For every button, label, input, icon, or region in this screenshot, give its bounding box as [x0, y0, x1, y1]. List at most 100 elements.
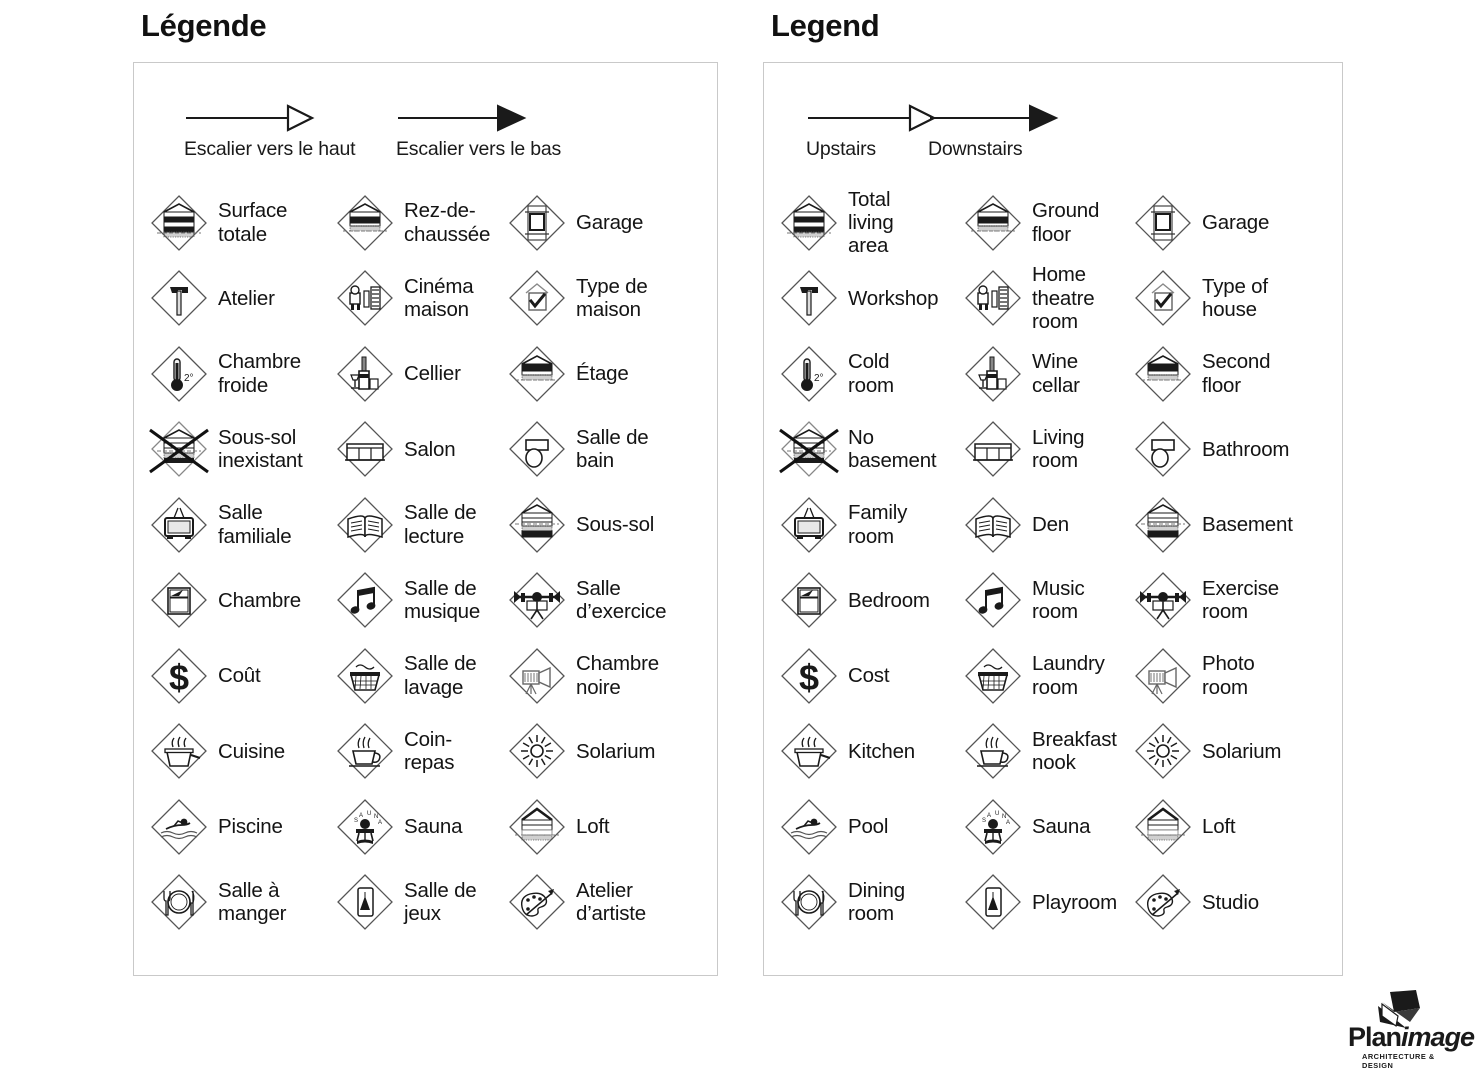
legend-label-line: froide	[218, 373, 269, 397]
legend-entry: $ Cost	[778, 638, 962, 714]
legend-entry: Cuisine	[148, 714, 334, 790]
legend-entry: Family room	[778, 487, 962, 563]
legend-label-line: bain	[576, 449, 614, 473]
legend-label: Solarium	[576, 740, 655, 763]
logo-wordmark: Planimage	[1348, 1024, 1475, 1051]
legend-label-line: chaussée	[404, 222, 491, 246]
legend-label-line: Chambre	[218, 350, 301, 374]
laundry-room-icon	[334, 645, 396, 707]
legend-label-line: Basement	[1202, 513, 1293, 537]
legend-entry: Solarium	[506, 714, 696, 790]
legend-label: Exercise room	[1202, 577, 1279, 624]
legend-label: Kitchen	[848, 740, 915, 763]
legend-label: Salle d’exercice	[576, 577, 666, 624]
svg-text:S: S	[982, 818, 986, 824]
legend-label-line: Workshop	[848, 286, 939, 310]
legend-label: Type of house	[1202, 275, 1268, 322]
legend-label-line: Piscine	[218, 815, 283, 839]
family-room-tv-icon	[778, 494, 840, 556]
legend-entry: Étage	[506, 336, 696, 412]
legend-label-line: nook	[1032, 751, 1076, 775]
legend-label: Music room	[1032, 577, 1085, 624]
legend-box-en: Upstairs Downstairs Total living area Ground…	[763, 62, 1343, 976]
music-room-note-icon	[334, 569, 396, 631]
legend-entry: Ground floor	[962, 185, 1132, 261]
legend-entry: Exercise room	[1132, 563, 1322, 639]
arrow-solid-icon	[396, 101, 644, 135]
legend-label-line: Laundry	[1032, 652, 1105, 676]
music-room-note-icon	[962, 569, 1024, 631]
bedroom-icon	[148, 569, 210, 631]
legend-entry: Dining room	[778, 865, 962, 941]
legend-label: Salle de lavage	[404, 652, 477, 699]
cost-dollar-icon: $	[148, 645, 210, 707]
legend-label-line: Salle de	[404, 878, 477, 902]
legend-entry: Kitchen	[778, 714, 962, 790]
legend-label: Sauna	[404, 815, 462, 838]
dining-room-icon	[148, 871, 210, 933]
logo-tagline: ARCHITECTURE & DESIGN	[1362, 1052, 1435, 1070]
legend-label: Coin-repas	[404, 728, 454, 775]
type-of-house-icon	[1132, 267, 1194, 329]
legend-label-line: d’exercice	[576, 600, 667, 624]
no-basement-icon	[148, 418, 210, 480]
legend-label: No basement	[848, 426, 937, 473]
legend-label-line: Cost	[848, 664, 890, 688]
legend-label-line: room	[848, 524, 894, 548]
legend-entry: S A U N A Sauna	[962, 789, 1132, 865]
legend-label: Total living area	[848, 188, 894, 258]
legend-label: Cellier	[404, 362, 461, 385]
legend-entry: Type of house	[1132, 261, 1322, 337]
legend-label: Salle à manger	[218, 879, 287, 926]
legend-entry: 2° Chambre froide	[148, 336, 334, 412]
legend-label: Salon	[404, 437, 456, 461]
legend-label-line: Salle de	[404, 501, 477, 525]
legend-label: Ground floor	[1032, 199, 1099, 246]
legend-label-line: theatre	[1032, 286, 1095, 310]
stairs-row-en: Upstairs Downstairs	[778, 87, 1328, 169]
legend-label-line: Salle	[576, 576, 621, 600]
legend-label-line: Solarium	[576, 739, 656, 763]
legend-grid-fr: Surface totale Rez-de-chaussée Garage Atelie…	[148, 185, 703, 940]
legend-label-line: Salon	[404, 437, 456, 461]
kitchen-pot-icon	[148, 720, 210, 782]
legend-entry: Salle de jeux	[334, 865, 506, 941]
legend-label: Garage	[576, 211, 643, 234]
legend-grid-en: Total living area Ground floor Garage Workshop…	[778, 185, 1328, 940]
stairs-item-up: Upstairs	[778, 101, 937, 161]
legend-label: Rez-de-chaussée	[404, 199, 490, 246]
stairs-item-up: Escalier vers le haut	[148, 101, 396, 161]
legend-label-line: Kitchen	[848, 739, 915, 763]
svg-text:U: U	[995, 811, 999, 817]
workshop-hammer-icon	[148, 267, 210, 329]
legend-label-line: Cold	[848, 350, 890, 374]
studio-palette-icon	[1132, 871, 1194, 933]
basement-icon	[506, 494, 568, 556]
legend-label: Salle de musique	[404, 577, 480, 624]
page-title-fr: Légende	[141, 8, 267, 43]
legend-entry: Type de maison	[506, 261, 696, 337]
legend-label-line: Second	[1202, 350, 1271, 374]
legend-label: Étage	[576, 362, 629, 385]
legend-label-line: Home	[1032, 263, 1086, 287]
legend-entry: Rez-de-chaussée	[334, 185, 506, 261]
legend-label-line: Rez-de-	[404, 199, 476, 223]
legend-label-line: room	[1202, 675, 1248, 699]
legend-label: Chambre froide	[218, 350, 301, 397]
legend-entry: Chambre	[148, 563, 334, 639]
cost-dollar-icon: $	[778, 645, 840, 707]
living-room-icon	[334, 418, 396, 480]
legend-entry: Salle de bain	[506, 412, 696, 488]
legend-label-line: d’artiste	[576, 902, 646, 926]
no-basement-icon	[778, 418, 840, 480]
basement-icon	[1132, 494, 1194, 556]
legend-label: Cost	[848, 664, 890, 688]
legend-label-line: Surface	[218, 199, 288, 223]
legend-label: Cinéma maison	[404, 275, 474, 322]
cold-room-thermometer-icon: 2°	[778, 343, 840, 405]
legend-label: Studio	[1202, 891, 1259, 914]
legend-label: Bedroom	[848, 589, 930, 612]
legend-entry: Salle à manger	[148, 865, 334, 941]
legend-entry: Cinéma maison	[334, 261, 506, 337]
